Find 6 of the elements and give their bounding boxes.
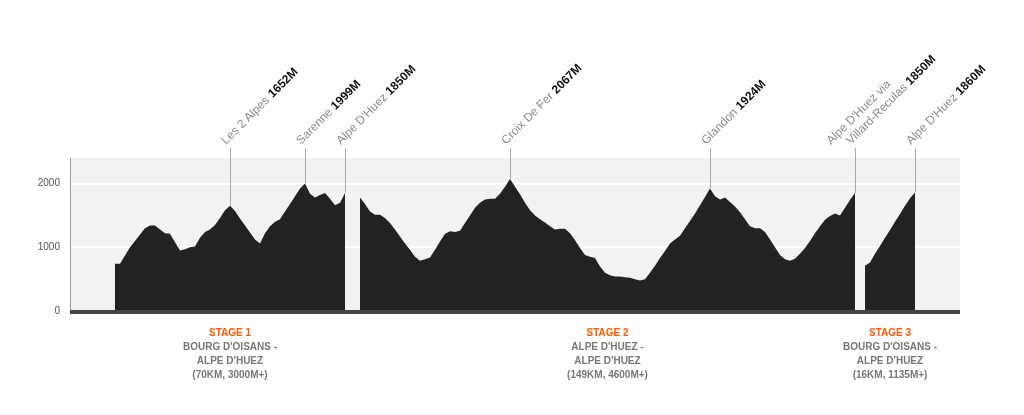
y-tick-label: 1000	[37, 241, 61, 252]
y-tick-label: 2000	[37, 177, 61, 189]
y-tick-label: 0	[54, 304, 61, 316]
text: STAGE 2 ALPE D'HUEZ - ALPE D'HUEZ (149KM, 4600M+)	[567, 326, 648, 380]
text: STAGE 1 BOURG D'OISANS - ALPE D'HUEZ (70KM, 3000M+)	[182, 326, 278, 380]
text: STAGE 3 BOURG D'OISANS - ALPE D'HUEZ (16KM, 1135M+)	[842, 326, 938, 380]
